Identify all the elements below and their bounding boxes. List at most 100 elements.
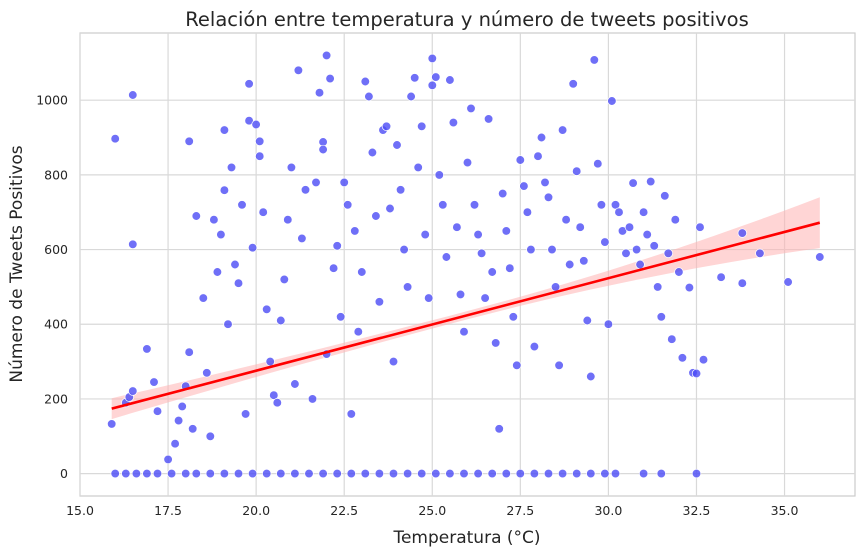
data-point xyxy=(402,468,413,479)
data-point xyxy=(233,278,244,288)
data-point xyxy=(529,468,540,479)
data-point xyxy=(582,315,592,326)
data-point xyxy=(128,239,138,249)
data-point xyxy=(353,327,363,337)
data-point xyxy=(663,248,673,258)
data-point xyxy=(494,424,504,434)
data-point xyxy=(621,248,631,258)
data-point xyxy=(395,185,406,195)
data-point xyxy=(107,419,117,429)
data-point xyxy=(543,192,554,202)
data-point xyxy=(638,468,649,479)
data-point xyxy=(660,191,670,201)
data-point xyxy=(529,341,540,352)
data-point xyxy=(491,338,501,348)
data-point xyxy=(533,151,543,161)
data-point xyxy=(244,116,254,126)
data-point xyxy=(321,50,332,61)
x-tick-label: 32.5 xyxy=(683,503,711,518)
data-point xyxy=(547,244,557,255)
data-point xyxy=(276,468,286,479)
data-point xyxy=(332,241,342,251)
y-tick-label: 600 xyxy=(44,242,68,257)
y-tick-label: 800 xyxy=(44,167,68,182)
data-point xyxy=(142,468,152,479)
data-point xyxy=(420,229,430,240)
data-point xyxy=(286,162,297,173)
data-point xyxy=(297,233,307,244)
y-axis-label: Número de Tweets Positivos xyxy=(7,145,27,382)
data-point xyxy=(413,162,423,173)
data-point xyxy=(498,188,508,199)
data-point xyxy=(191,211,201,221)
data-point xyxy=(328,263,339,273)
data-point xyxy=(184,136,194,146)
data-point xyxy=(575,222,585,232)
data-point xyxy=(656,312,666,322)
x-tick-label: 15.0 xyxy=(66,503,94,518)
data-point xyxy=(522,207,533,217)
data-point xyxy=(543,468,554,479)
data-point xyxy=(276,315,286,326)
data-point xyxy=(649,241,659,251)
data-point xyxy=(487,267,497,277)
y-tick-label: 0 xyxy=(60,466,68,481)
data-point xyxy=(642,229,652,240)
data-point xyxy=(388,356,399,367)
x-tick-label: 25.0 xyxy=(418,503,446,518)
data-point xyxy=(121,468,131,479)
data-point xyxy=(402,282,413,292)
data-point xyxy=(191,468,201,479)
data-point xyxy=(469,200,480,210)
data-point xyxy=(142,344,152,354)
data-point xyxy=(392,140,402,150)
data-point xyxy=(247,468,258,479)
data-point xyxy=(441,252,452,262)
data-point xyxy=(737,228,747,238)
data-point xyxy=(388,468,399,479)
data-point xyxy=(600,468,610,479)
data-point xyxy=(374,468,385,479)
data-point xyxy=(596,200,607,210)
data-point xyxy=(445,468,455,479)
x-tick-label: 20.0 xyxy=(242,503,270,518)
data-point xyxy=(290,379,300,389)
data-point xyxy=(670,215,680,225)
regression-line xyxy=(111,221,821,410)
data-point xyxy=(572,166,582,176)
data-point xyxy=(360,468,370,479)
data-point xyxy=(755,248,765,258)
data-point xyxy=(110,468,120,479)
data-point xyxy=(202,368,212,378)
data-point xyxy=(219,468,230,479)
data-point xyxy=(424,293,434,303)
data-point xyxy=(343,200,353,210)
data-point xyxy=(473,468,483,479)
data-point xyxy=(431,72,441,82)
data-point xyxy=(438,200,448,210)
data-point xyxy=(188,424,198,434)
data-point xyxy=(691,468,702,479)
data-point xyxy=(279,274,289,285)
data-point xyxy=(600,237,610,247)
x-tick-label: 17.5 xyxy=(154,503,182,518)
data-point xyxy=(181,468,191,479)
data-point xyxy=(346,409,356,419)
data-point xyxy=(385,203,395,214)
data-point xyxy=(691,368,702,379)
data-point xyxy=(716,272,726,282)
data-point xyxy=(483,114,494,124)
x-tick-label: 27.5 xyxy=(506,503,534,518)
data-point xyxy=(166,468,177,479)
data-point xyxy=(677,353,688,363)
data-point xyxy=(462,157,473,168)
chart-title: Relación entre temperatura y número de t… xyxy=(185,8,749,31)
data-point xyxy=(110,134,120,144)
data-point xyxy=(311,177,321,188)
data-point xyxy=(332,468,342,479)
data-point xyxy=(561,215,571,225)
data-point xyxy=(698,355,709,365)
data-point xyxy=(350,226,360,236)
data-point xyxy=(410,73,420,83)
